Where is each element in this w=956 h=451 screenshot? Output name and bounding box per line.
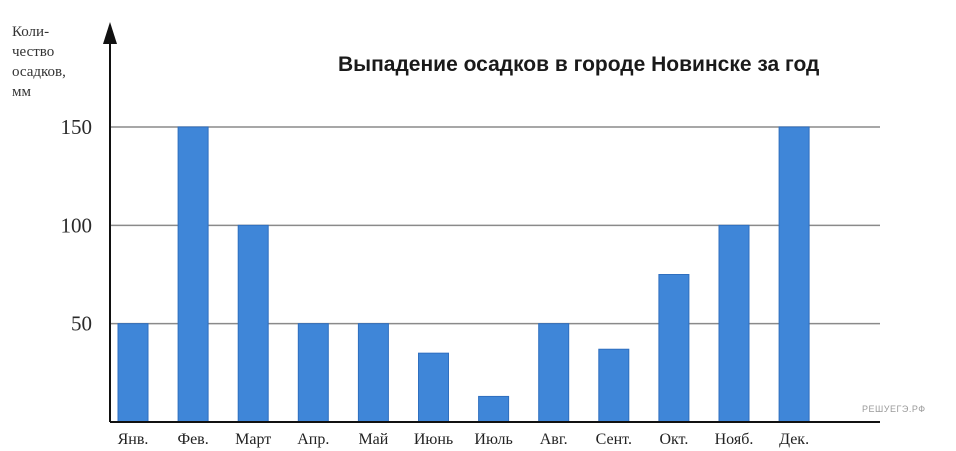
chart-title: Выпадение осадков в городе Новинске за г…	[338, 53, 819, 76]
bar-1	[117, 323, 149, 423]
x-tick-label-9: Сент.	[596, 431, 632, 448]
bar-4	[297, 323, 329, 423]
y-axis-arrow	[103, 22, 117, 44]
x-tick-label-4: Апр.	[297, 431, 329, 448]
y-tick-label-100: 100	[61, 213, 93, 237]
x-tick-label-8: Авг.	[540, 431, 568, 448]
bar-7	[478, 395, 510, 423]
bar-10	[658, 274, 690, 423]
y-tick-labels: 50 100 150	[61, 115, 93, 336]
y-tick-label-50: 50	[71, 312, 92, 336]
x-tick-label-6: Июнь	[414, 431, 453, 448]
x-tick-label-1: Янв.	[118, 431, 149, 448]
x-tick-label-10: Окт.	[659, 431, 688, 448]
bar-3	[237, 224, 269, 423]
bar-2	[177, 126, 209, 423]
watermark: РЕШУЕГЭ.РФ	[862, 404, 926, 414]
bar-6	[418, 352, 449, 423]
x-tick-label-12: Дек.	[779, 431, 809, 448]
x-tick-labels: Янв. Фев. Март Апр. Май Июнь Июль Авг. Сент. Окт.…	[118, 431, 809, 448]
bars	[117, 126, 810, 423]
y-axis-label-line-3: осадков,	[12, 64, 66, 80]
x-tick-label-3: Март	[235, 431, 271, 448]
bar-5	[357, 323, 389, 423]
y-axis-label-line-4: мм	[12, 84, 31, 100]
y-axis-label: Коли- чество осадков, мм	[12, 24, 66, 100]
x-tick-label-5: Май	[358, 431, 388, 448]
bar-9	[598, 348, 630, 423]
x-tick-label-2: Фев.	[177, 431, 208, 448]
y-axis-label-line-1: Коли-	[12, 24, 49, 40]
gridlines	[110, 126, 880, 325]
bar-8	[538, 323, 570, 423]
bar-12	[778, 126, 810, 423]
x-tick-label-11: Нояб.	[715, 431, 754, 448]
axes	[103, 22, 880, 423]
bar-11	[718, 224, 750, 423]
x-tick-label-7: Июль	[474, 431, 512, 448]
y-axis-label-line-2: чество	[12, 44, 54, 60]
y-tick-label-150: 150	[61, 115, 93, 139]
